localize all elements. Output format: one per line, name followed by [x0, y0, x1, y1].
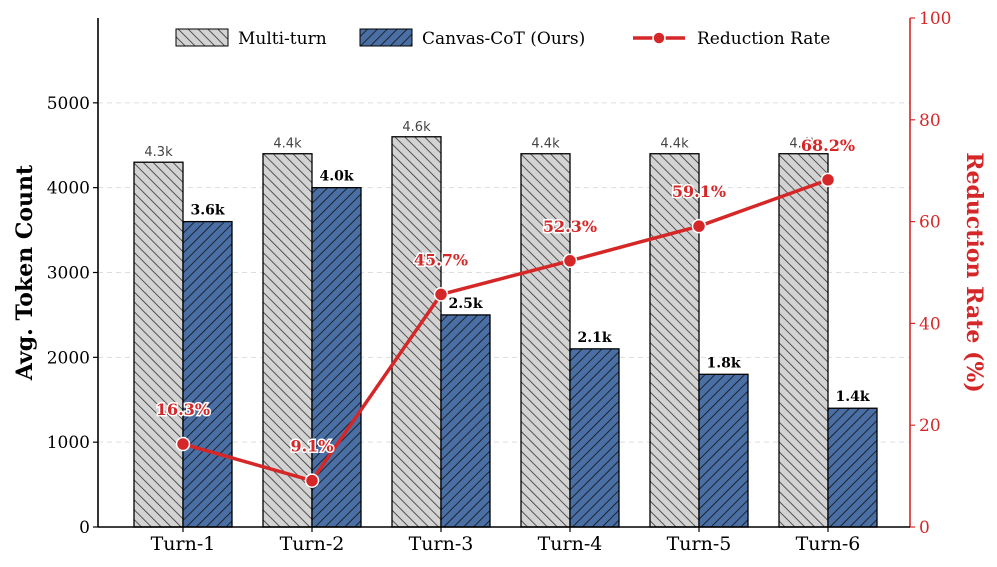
bar-canvas-cot	[569, 348, 620, 528]
x-tick-label: Turn-2	[280, 533, 345, 555]
bar-label-canvas-cot: 1.4k	[835, 389, 869, 405]
bar-multi-turn	[133, 161, 184, 528]
y-tick-label: 1000	[47, 433, 90, 453]
x-tick-label: Turn-6	[796, 533, 861, 555]
rate-label: 52.3%	[543, 217, 597, 236]
bar-multi-turn	[262, 153, 313, 528]
bar-canvas-cot	[440, 314, 491, 528]
bar-canvas-cot	[827, 407, 878, 528]
bar-canvas-cot	[182, 220, 233, 528]
reduction-rate-line	[175, 172, 836, 488]
bar-label-canvas-cot: 2.5k	[448, 296, 482, 312]
bar-label-multi-turn: 4.6k	[402, 120, 431, 135]
y-right-tick-label: 60	[919, 213, 941, 233]
rate-label: 68.2%	[801, 136, 855, 155]
y-axis-title: Avg. Token Count	[12, 164, 38, 381]
bar-label-multi-turn: 4.4k	[273, 137, 302, 152]
rate-point	[175, 436, 191, 452]
data-labels: 4.3k 3.6k 4.4k 4.0k 4.6k 2.5k 4.4k 2.1k 4.4k 1.8k…	[144, 120, 869, 457]
bar-label-multi-turn: 4.4k	[660, 137, 689, 152]
y-right-tick-label: 20	[919, 416, 941, 436]
y-tick-label: 3000	[47, 264, 90, 284]
x-tick-label: Turn-4	[538, 533, 603, 555]
y-right-tick-label: 100	[919, 9, 951, 29]
bar-label-multi-turn: 4.3k	[144, 145, 173, 160]
bar-multi-turn	[649, 153, 700, 528]
axes: 0 1000 2000 3000 4000 5000 0 20 40 60 80 100 Turn-1 T…	[12, 9, 987, 555]
y-right-axis-title: Reduction Rate (%)	[961, 152, 987, 393]
legend-swatch-canvas-cot	[359, 28, 413, 47]
y-tick-label: 4000	[47, 179, 90, 199]
y-right-tick-label: 40	[919, 314, 941, 334]
bars	[133, 136, 878, 528]
bar-label-canvas-cot: 1.8k	[706, 355, 740, 371]
legend-swatch-rate-marker	[652, 31, 666, 45]
rate-line-path	[182, 178, 829, 483]
rate-label: 16.3%	[156, 400, 210, 419]
y-tick-label: 5000	[47, 94, 90, 114]
bar-multi-turn	[520, 153, 571, 528]
rate-point	[820, 172, 836, 188]
legend-label-reduction-rate: Reduction Rate	[697, 29, 830, 49]
legend-swatch-multi-turn	[175, 28, 229, 47]
bar-label-canvas-cot: 4.0k	[319, 169, 353, 185]
legend: Multi-turn Canvas-CoT (Ours) Reduction Rat…	[175, 28, 830, 49]
bar-multi-turn	[778, 153, 829, 528]
y-right-tick-label: 80	[919, 111, 941, 131]
bar-label-multi-turn: 4.4k	[789, 137, 818, 152]
bar-label-canvas-cot: 3.6k	[190, 203, 224, 219]
legend-label-canvas-cot: Canvas-CoT (Ours)	[422, 29, 585, 49]
bar-label-multi-turn: 4.4k	[531, 137, 560, 152]
rate-point	[433, 287, 449, 302]
bar-canvas-cot	[698, 373, 749, 528]
bar-canvas-cot	[311, 187, 362, 528]
rate-label: 59.1%	[672, 182, 726, 201]
bar-label-canvas-cot: 2.1k	[577, 330, 611, 346]
y-tick-label: 0	[79, 518, 90, 538]
legend-label-multi-turn: Multi-turn	[238, 29, 327, 49]
rate-label: 45.7%	[414, 250, 468, 269]
y-right-tick-label: 0	[919, 518, 930, 538]
x-tick-label: Turn-1	[151, 533, 216, 555]
rate-label: 9.1%	[290, 437, 333, 456]
rate-point	[304, 473, 320, 488]
grid	[98, 102, 910, 443]
rate-point	[562, 253, 578, 269]
x-tick-label: Turn-5	[667, 533, 732, 555]
x-tick-label: Turn-3	[409, 533, 474, 555]
y-tick-label: 2000	[47, 348, 90, 368]
rate-point	[691, 218, 707, 234]
